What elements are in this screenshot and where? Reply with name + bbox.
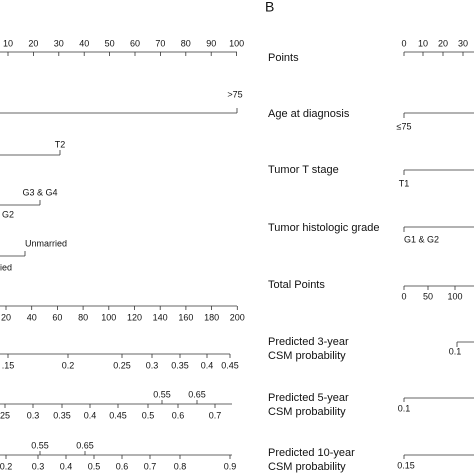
label: Predicted 10-year <box>268 447 355 459</box>
label: Predicted 5-year <box>268 392 349 404</box>
tick-label: 0.4 <box>84 410 97 420</box>
tick-label: .15 <box>2 360 15 370</box>
label: G1 & G2 <box>404 234 439 244</box>
tick-label: 120 <box>127 312 142 322</box>
tick-label: 0.2 <box>0 461 12 471</box>
tick-label: 0.7 <box>144 461 157 471</box>
tick-label: 0.3 <box>27 410 40 420</box>
tick-label: 0.9 <box>224 461 237 471</box>
tick-label: 30 <box>458 38 468 48</box>
tick-label: 0.7 <box>209 410 222 420</box>
tick-label: 180 <box>204 312 219 322</box>
tick-label: 0.15 <box>397 460 415 470</box>
tick-label: 60 <box>130 38 140 48</box>
tick-label: 200 <box>230 312 245 322</box>
tick-label: 60 <box>52 312 62 322</box>
label: T2 <box>55 139 66 149</box>
label: Tumor T stage <box>268 164 339 176</box>
tick-label: 100 <box>229 38 244 48</box>
tick-label: 100 <box>101 312 116 322</box>
tick-label: 25 <box>0 410 10 420</box>
tick-label: 0.6 <box>116 461 129 471</box>
tick-label: 20 <box>1 312 11 322</box>
label: CSM probability <box>268 350 346 362</box>
tick-label: 0 <box>401 291 406 301</box>
tick-label: 0.8 <box>174 461 187 471</box>
tick-label: 0.45 <box>109 410 127 420</box>
label: G2 <box>2 209 14 219</box>
tick-label: 90 <box>206 38 216 48</box>
tick-label: 0.55 <box>153 389 171 399</box>
tick-label: 0.4 <box>60 461 73 471</box>
tick-label: 0.6 <box>172 410 185 420</box>
tick-label: 0.35 <box>171 360 189 370</box>
label: Age at diagnosis <box>268 108 350 120</box>
tick-label: 0 <box>401 38 406 48</box>
tick-label: 0.2 <box>62 360 75 370</box>
tick-label: 0.45 <box>221 360 239 370</box>
tick-label: 0.65 <box>76 440 94 450</box>
label: CSM probability <box>268 406 346 418</box>
tick-label: 140 <box>153 312 168 322</box>
tick-label: 50 <box>423 291 433 301</box>
tick-label: 70 <box>155 38 165 48</box>
tick-label: 20 <box>28 38 38 48</box>
label: Predicted 3-year <box>268 336 349 348</box>
tick-label: 0.5 <box>142 410 155 420</box>
tick-label: 0.25 <box>113 360 131 370</box>
tick-label: 30 <box>54 38 64 48</box>
tick-label: 160 <box>178 312 193 322</box>
label: CSM probability <box>268 461 346 473</box>
label: B <box>265 0 274 15</box>
tick-label: 0.5 <box>88 461 101 471</box>
label: 0.1 <box>449 346 462 356</box>
tick-label: 0.65 <box>188 389 206 399</box>
label: ≤75 <box>397 121 412 131</box>
label: Points <box>268 52 299 64</box>
tick-label: 100 <box>447 291 462 301</box>
tick-label: 0.35 <box>53 410 71 420</box>
label: ied <box>0 262 12 272</box>
tick-label: 10 <box>418 38 428 48</box>
label: >75 <box>227 89 242 99</box>
tick-label: 0.3 <box>146 360 159 370</box>
tick-label: 0.1 <box>398 403 411 413</box>
tick-label: 40 <box>27 312 37 322</box>
label: Unmarried <box>25 238 67 248</box>
tick-label: 20 <box>438 38 448 48</box>
tick-label: 0.4 <box>201 360 214 370</box>
tick-label: 10 <box>3 38 13 48</box>
label: Tumor histologic grade <box>268 222 379 234</box>
label: Total Points <box>268 279 325 291</box>
label: T1 <box>399 178 410 188</box>
tick-label: 80 <box>78 312 88 322</box>
tick-label: 40 <box>79 38 89 48</box>
tick-label: 80 <box>181 38 191 48</box>
label: G3 & G4 <box>22 187 57 197</box>
tick-label: 0.3 <box>32 461 45 471</box>
tick-label: 50 <box>105 38 115 48</box>
tick-label: 0.55 <box>31 440 49 450</box>
